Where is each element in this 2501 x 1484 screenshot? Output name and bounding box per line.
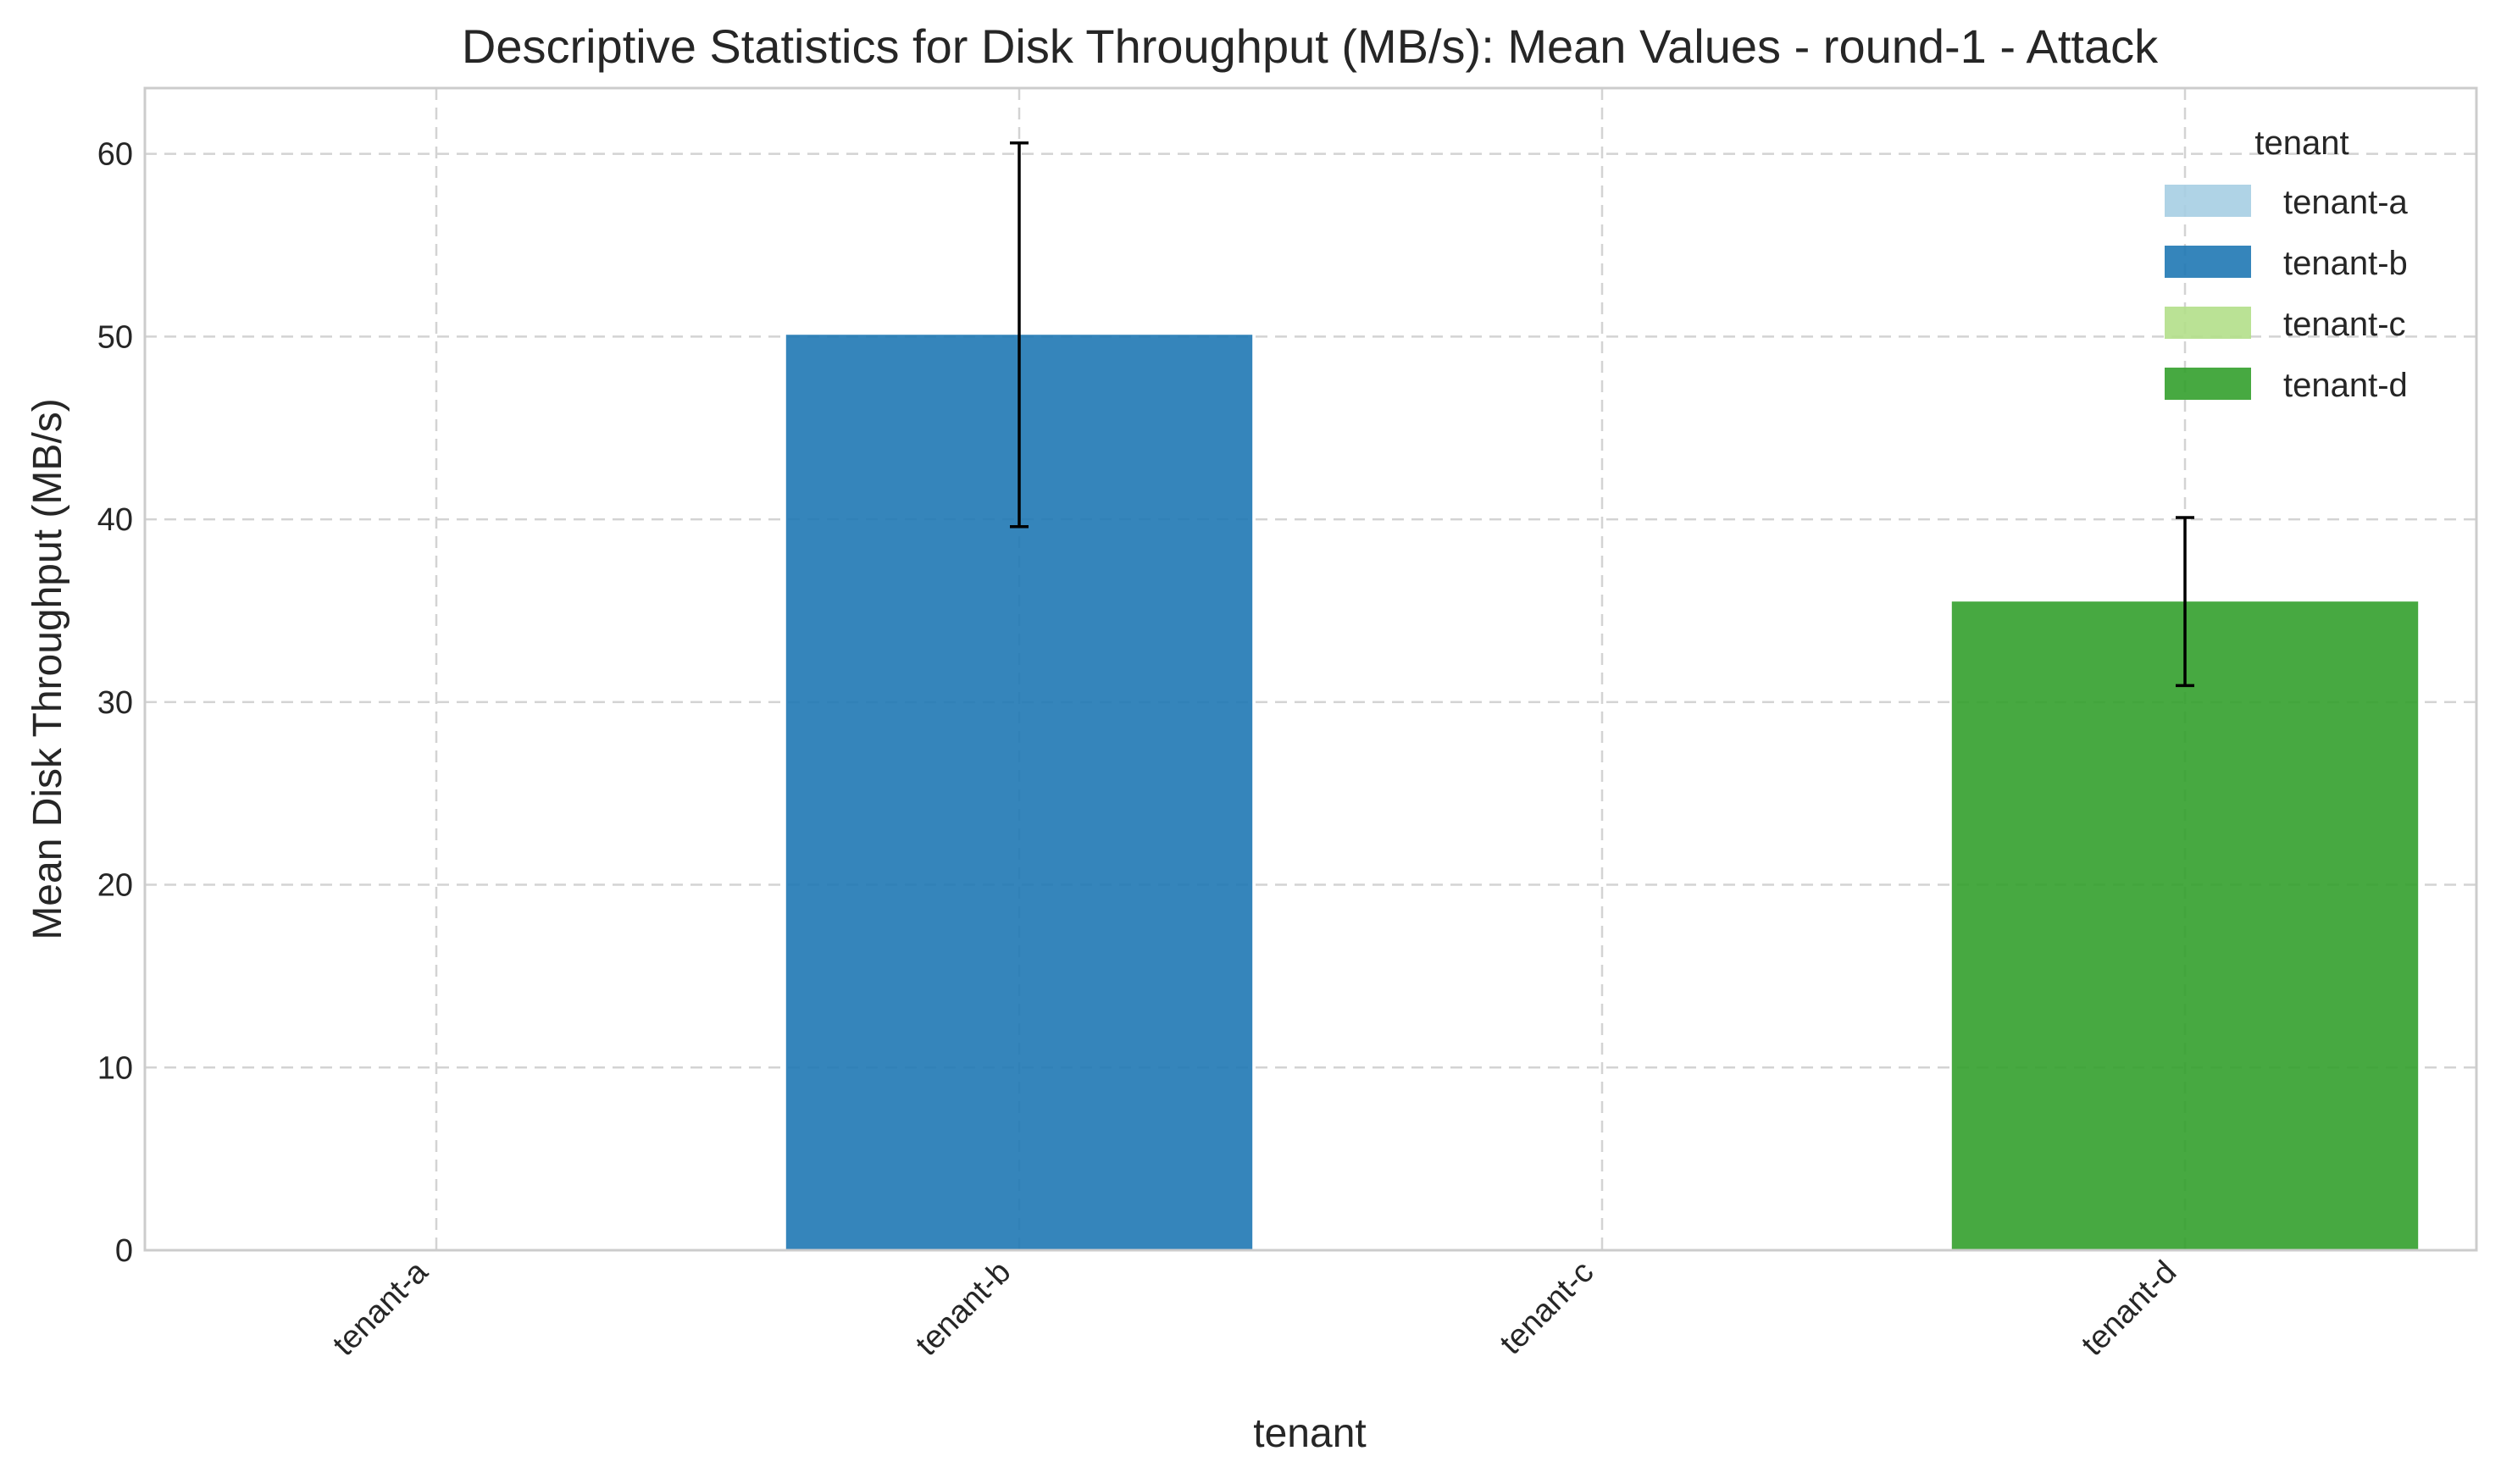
x-tick-label: tenant-b <box>909 1254 1018 1363</box>
y-tick-label: 60 <box>97 137 133 173</box>
legend-label: tenant-d <box>2283 367 2408 404</box>
legend-swatch <box>2165 307 2251 339</box>
error-bars <box>1010 141 2194 688</box>
legend-swatch <box>2165 246 2251 278</box>
legend-label: tenant-a <box>2283 184 2409 221</box>
legend-label: tenant-b <box>2283 245 2408 282</box>
x-axis-label: tenant <box>1253 1411 1366 1456</box>
y-tick-label: 20 <box>97 868 133 904</box>
legend-title: tenant <box>2254 125 2348 162</box>
plot-frame <box>143 86 2478 1252</box>
y-tick-label: 50 <box>97 319 133 355</box>
chart-title: Descriptive Statistics for Disk Throughp… <box>462 19 2159 73</box>
y-axis-label: Mean Disk Throughput (MB/s) <box>25 398 70 939</box>
x-axis-ticks: tenant-a tenant-b tenant-c tenant-d <box>326 1254 2183 1363</box>
y-axis-ticks: 0 10 20 30 40 50 60 <box>97 137 133 1269</box>
legend-item-tenant-b: tenant-b <box>2165 245 2408 282</box>
error-bar-tenant-b <box>1010 141 1029 529</box>
y-tick-label: 40 <box>97 502 133 538</box>
legend-item-tenant-c: tenant-c <box>2165 306 2406 343</box>
y-tick-label: 30 <box>97 685 133 721</box>
x-tick-label: tenant-a <box>326 1254 435 1363</box>
legend-label: tenant-c <box>2283 306 2406 343</box>
legend: tenant tenant-a tenant-b tenant-c tenant-d <box>2165 125 2409 404</box>
bar-tenant-d <box>1951 601 2419 1250</box>
y-tick-label: 10 <box>97 1050 133 1086</box>
legend-swatch <box>2165 185 2251 217</box>
legend-item-tenant-d: tenant-d <box>2165 367 2408 404</box>
x-tick-label: tenant-d <box>2075 1254 2183 1363</box>
legend-item-tenant-a: tenant-a <box>2165 184 2409 221</box>
y-tick-label: 0 <box>115 1233 133 1269</box>
legend-swatch <box>2165 368 2251 400</box>
error-bar-tenant-d <box>2176 516 2194 688</box>
x-tick-label: tenant-c <box>1494 1254 1601 1362</box>
